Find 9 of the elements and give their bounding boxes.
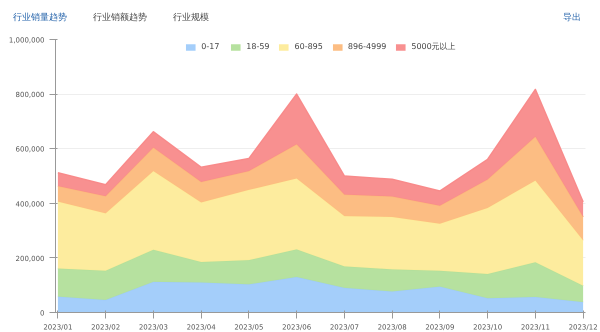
legend-label: 60-895 — [294, 42, 323, 51]
text: 导出 — [563, 11, 581, 24]
legend-label: 896-4999 — [348, 42, 386, 51]
text: 行业销额趋势 — [93, 11, 147, 24]
text: 行业规模 — [173, 11, 209, 24]
chart-title: 行业销量趋势 — [13, 11, 67, 24]
legend-label: 5000元以上 — [411, 41, 456, 52]
legend-label: 18-59 — [246, 42, 270, 51]
legend-label: 0-17 — [201, 42, 220, 51]
